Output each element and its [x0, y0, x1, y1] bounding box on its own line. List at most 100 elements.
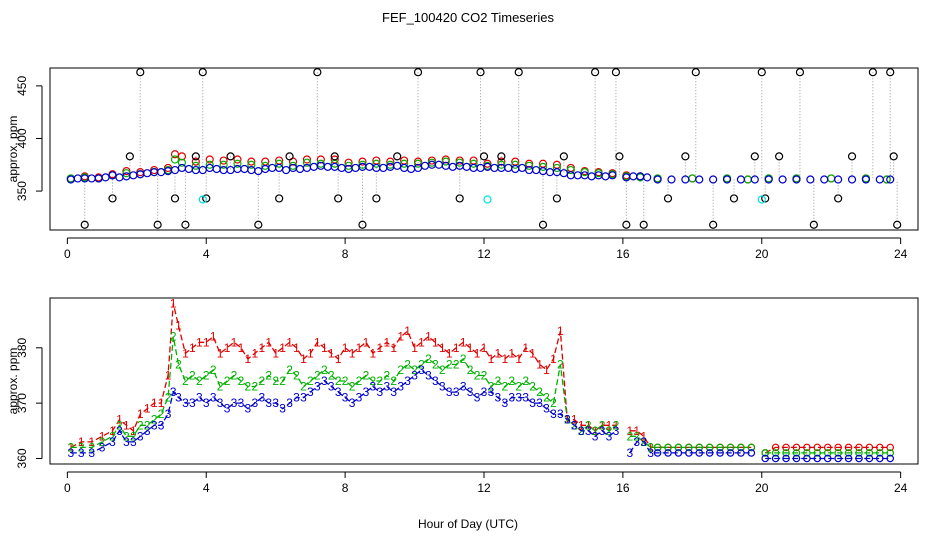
series-label-2: 2: [592, 424, 599, 438]
bottom-x-tick-label: 8: [342, 481, 349, 495]
series-label-2: 2: [196, 374, 203, 388]
series-label-1: 1: [272, 346, 279, 360]
series-label-1: 1: [300, 352, 307, 366]
series-label-3: 3: [425, 368, 432, 382]
series-point-2: [792, 449, 801, 457]
series-point-3: [813, 454, 822, 463]
series-label-1: 1: [144, 402, 151, 416]
series-label-2: 2: [606, 424, 613, 438]
series-label-3: 3: [529, 396, 536, 410]
top-point-s3: [695, 175, 704, 184]
series-label-1: 1: [217, 346, 224, 360]
series-point-3: [834, 454, 842, 463]
top-point-raw: [750, 152, 759, 161]
series-point-2: [737, 443, 745, 452]
series-point-1: [803, 443, 811, 452]
series-label-2: 2: [217, 380, 224, 394]
bottom-x-tick-label: 16: [616, 481, 630, 495]
series-label-3: 3: [453, 385, 460, 399]
series-label-1: 1: [88, 435, 95, 449]
top-point-raw: [476, 68, 485, 77]
series-label-1: 1: [99, 429, 106, 443]
top-point-s3: [722, 175, 732, 184]
bottom-x-tick-label: 24: [894, 481, 908, 495]
series-label-2: 2: [397, 363, 404, 377]
series-point-3: [771, 454, 780, 463]
series-label-1: 1: [647, 440, 654, 454]
series-point-2: [685, 443, 693, 452]
top-point-s3: [462, 162, 471, 171]
series-label-2: 2: [356, 374, 363, 388]
series-label-1: 1: [307, 346, 314, 360]
top-point-s3: [667, 175, 676, 184]
series-label-1: 1: [165, 368, 172, 382]
top-point-s3: [365, 162, 374, 171]
top-point-raw: [847, 152, 857, 161]
top-point-raw: [552, 194, 562, 203]
series-point-1: [886, 443, 895, 452]
top-point-s2: [233, 159, 242, 168]
figure-title: FEF_100420 CO2 Timeseries: [382, 10, 554, 25]
series-label-1: 1: [196, 335, 203, 349]
series-label-3: 3: [88, 446, 95, 460]
top-point-s3: [573, 171, 582, 180]
top-point-raw: [889, 152, 898, 161]
series-point-3: [726, 449, 735, 457]
top-point-raw: [226, 152, 235, 161]
series-label-2: 2: [272, 374, 279, 388]
series-label-1: 1: [123, 418, 130, 432]
top-point-s3: [750, 175, 759, 184]
series-label-3: 3: [130, 435, 137, 449]
series-label-1: 1: [258, 341, 265, 355]
top-point-raw: [80, 220, 89, 229]
series-label-3: 3: [376, 385, 383, 399]
top-point-flag: [757, 195, 766, 204]
top-point-raw: [170, 194, 180, 203]
series-label-2: 2: [109, 429, 116, 443]
series-label-2: 2: [231, 368, 238, 382]
series-point-3: [705, 449, 714, 457]
top-point-s3: [351, 163, 360, 173]
series-label-2: 2: [286, 363, 293, 377]
series-label-3: 3: [411, 368, 418, 382]
series-label-3: 3: [522, 391, 529, 405]
series-label-3: 3: [495, 391, 502, 405]
series-label-1: 1: [418, 335, 425, 349]
top-point-raw: [757, 68, 766, 77]
series-label-2: 2: [258, 374, 265, 388]
bottom-x-tick-label: 12: [477, 481, 491, 495]
series-label-3: 3: [439, 380, 446, 394]
series-label-2: 2: [137, 418, 144, 432]
top-point-s3: [240, 164, 249, 174]
series-point-3: [803, 454, 811, 463]
top-point-s2: [552, 163, 562, 173]
top-point-s2: [205, 160, 214, 169]
top-point-s2: [497, 160, 506, 169]
series-line-2: [70, 336, 891, 454]
top-point-raw: [834, 194, 843, 203]
series-point-2: [834, 449, 842, 457]
series-label-3: 3: [390, 385, 397, 399]
top-point-s3: [653, 175, 662, 184]
series-point-3: [761, 454, 770, 463]
series-point-1: [813, 443, 822, 452]
series-label-1: 1: [130, 424, 137, 438]
top-point-s3: [143, 169, 152, 178]
series-label-2: 2: [633, 429, 640, 443]
series-label-2: 2: [481, 368, 488, 382]
series-label-1: 1: [151, 396, 158, 410]
top-point-s3: [806, 175, 815, 184]
top-point-s1: [497, 157, 506, 166]
series-label-1: 1: [640, 429, 647, 443]
top-point-raw: [615, 152, 624, 161]
series-label-1: 1: [170, 297, 177, 311]
series-label-2: 2: [515, 380, 522, 394]
series-point-2: [886, 449, 895, 457]
series-label-1: 1: [536, 357, 543, 371]
series-label-1: 1: [210, 330, 217, 344]
top-point-raw: [181, 220, 190, 229]
series-point-2: [782, 449, 790, 457]
series-label-3: 3: [151, 418, 158, 432]
top-point-s3: [629, 172, 638, 181]
